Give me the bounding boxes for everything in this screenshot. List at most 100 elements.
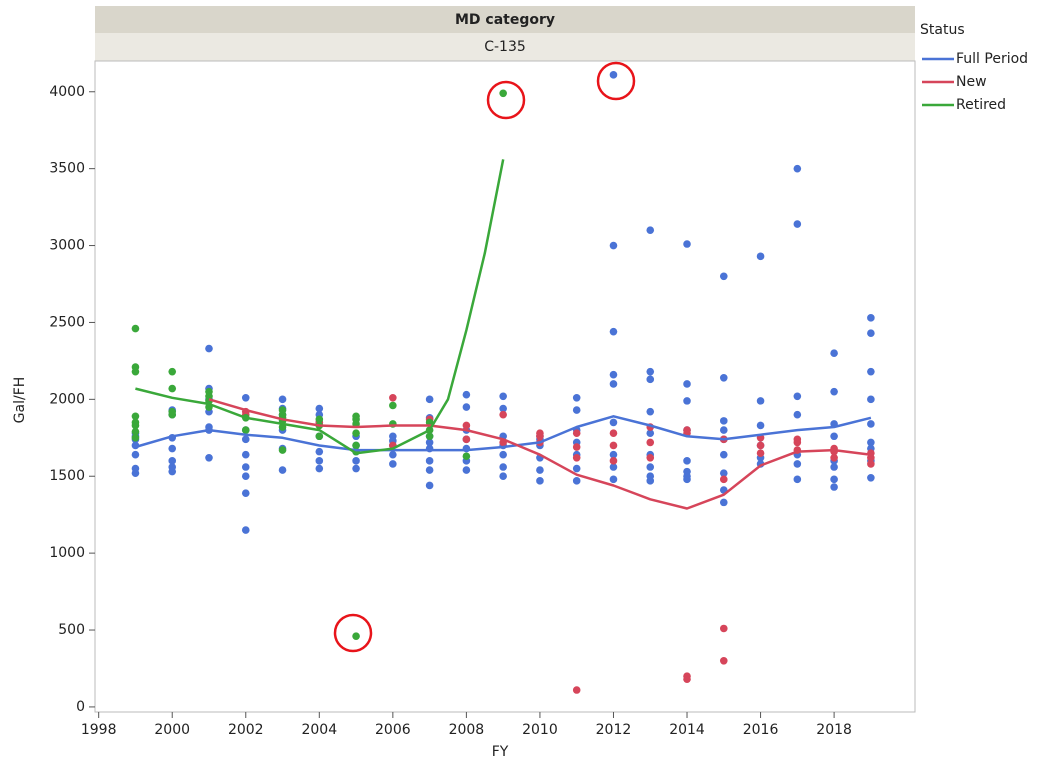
point	[425, 466, 434, 474]
point	[609, 380, 618, 388]
x-tick-label: 2010	[522, 722, 558, 738]
point	[278, 446, 287, 454]
point	[609, 327, 618, 336]
y-tick-label: 4000	[49, 84, 85, 100]
point	[241, 394, 250, 402]
point	[609, 463, 618, 471]
point	[572, 477, 581, 485]
point	[462, 403, 471, 411]
point	[205, 453, 213, 462]
point	[646, 375, 655, 384]
point	[131, 464, 140, 473]
point	[867, 314, 875, 322]
point	[425, 481, 434, 490]
point	[352, 412, 360, 421]
x-tick-label: 2012	[596, 722, 632, 738]
point	[719, 272, 728, 281]
point	[793, 435, 802, 444]
point	[462, 435, 471, 444]
point	[683, 672, 691, 680]
point	[352, 632, 360, 640]
group-header	[95, 6, 915, 33]
y-tick-label: 0	[76, 699, 85, 715]
point	[315, 464, 324, 473]
point	[609, 450, 618, 459]
point	[830, 463, 838, 471]
point	[205, 423, 213, 431]
point	[536, 429, 544, 437]
point	[389, 432, 397, 441]
point	[389, 394, 397, 402]
point	[793, 164, 802, 173]
point	[719, 417, 728, 425]
point	[241, 426, 250, 434]
point	[867, 329, 875, 338]
x-tick-label: 2002	[228, 722, 264, 738]
point	[241, 450, 250, 459]
point	[867, 367, 875, 376]
point	[609, 370, 618, 379]
point	[719, 374, 728, 382]
x-tick-label: 2000	[154, 722, 190, 738]
point	[131, 363, 140, 371]
point	[462, 452, 471, 461]
point	[867, 460, 875, 468]
point	[462, 421, 471, 430]
point	[315, 404, 324, 413]
point	[719, 450, 728, 459]
x-tick-label: 2014	[669, 722, 705, 738]
point	[646, 463, 655, 471]
point	[719, 426, 728, 434]
point	[683, 380, 691, 388]
point	[683, 426, 691, 434]
point	[867, 420, 875, 428]
x-tick-label: 2008	[449, 722, 485, 738]
point	[499, 410, 507, 419]
point	[462, 466, 471, 474]
legend-label: Full Period	[956, 51, 1028, 67]
point	[168, 407, 177, 416]
y-tick-label: 500	[58, 622, 85, 638]
point	[572, 429, 581, 437]
legend-label: New	[956, 74, 987, 90]
point	[830, 387, 838, 396]
point	[352, 457, 360, 465]
point	[499, 472, 507, 481]
point	[205, 344, 213, 353]
fit-line	[208, 398, 872, 510]
point	[719, 469, 728, 477]
x-tick-label: 2004	[301, 722, 337, 738]
point	[609, 475, 618, 484]
point	[241, 526, 250, 534]
point	[499, 89, 507, 98]
point	[389, 401, 397, 410]
point	[499, 392, 507, 401]
point	[646, 226, 655, 234]
x-tick-label: 2016	[743, 722, 779, 738]
point	[278, 466, 287, 474]
point	[756, 252, 765, 261]
plot-area	[131, 71, 875, 694]
point	[646, 438, 655, 447]
legend-title: Status	[920, 22, 965, 38]
point	[793, 410, 802, 419]
point	[315, 415, 324, 424]
fit-line	[135, 159, 505, 455]
group-label: MD category	[455, 12, 555, 28]
point	[793, 460, 802, 468]
x-tick-label: 1998	[81, 722, 117, 738]
y-axis-label: Gal/FH	[12, 377, 28, 424]
point	[572, 394, 581, 402]
point	[389, 460, 397, 468]
point	[609, 241, 618, 250]
point	[131, 450, 140, 459]
point	[683, 457, 691, 465]
point	[352, 464, 360, 473]
point	[793, 475, 802, 484]
point	[572, 453, 581, 462]
y-tick-label: 3500	[49, 161, 85, 177]
point	[462, 390, 471, 399]
point	[425, 395, 434, 404]
point	[646, 429, 655, 437]
